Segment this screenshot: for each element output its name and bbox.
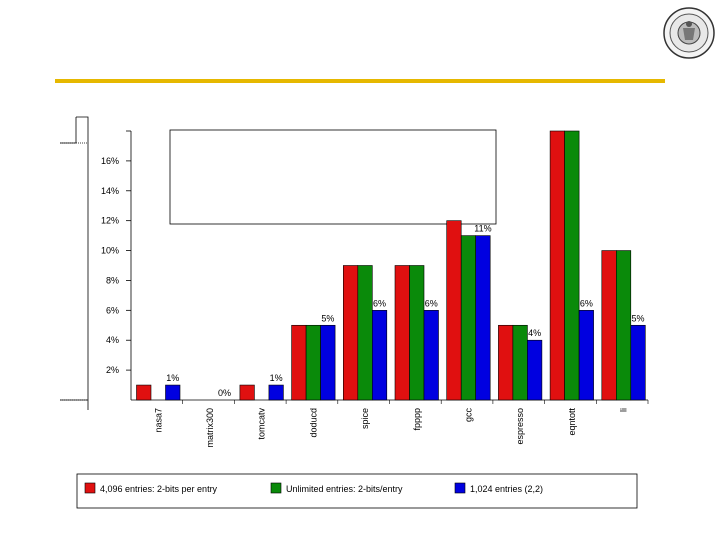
bar-value-label: 5% (632, 313, 645, 323)
bar-nasa7-series-3 (165, 384, 181, 401)
legend: 4,096 entries: 2-bits per entry Unlimited… (84, 482, 543, 494)
bar-doducd-series-2 (305, 324, 321, 401)
y-tick-label: 8% (106, 275, 119, 285)
y-tick-label: 14% (101, 186, 119, 196)
y-tick-label: 16% (101, 156, 119, 166)
bar-fpppp-series-1 (394, 265, 410, 401)
bar-espresso-series-1 (498, 324, 514, 401)
bar-eqntott-series-2 (564, 130, 580, 401)
left-frame (60, 116, 89, 410)
bar-value-label: 6% (373, 298, 386, 308)
bar-value-label: 0% (218, 388, 231, 398)
x-category-label: eqntott (567, 408, 577, 436)
legend-label-series-2: Unlimited entries: 2-bits/entry (286, 484, 403, 494)
bar-li-series-2 (615, 250, 632, 401)
x-category-label: doducd (308, 408, 318, 438)
bar-tomcatv-series-1 (239, 384, 255, 401)
y-tick-label: 6% (106, 305, 119, 315)
bar-fpppp-series-2 (409, 265, 425, 401)
bar-doducd-series-1 (291, 324, 307, 401)
y-tick-label: 2% (106, 365, 119, 375)
bar-eqntott-series-1 (549, 130, 565, 401)
legend-swatch-series-2 (270, 482, 282, 494)
x-category-label: nasa7 (153, 408, 163, 433)
x-category-label: li (619, 408, 629, 412)
university-seal-icon (663, 7, 715, 59)
x-category-label: fpppp (412, 408, 422, 431)
bar-nasa7-series-1 (136, 384, 152, 401)
bar-gcc-series-1 (446, 220, 462, 401)
bar-gcc-series-3 (475, 235, 491, 401)
bar-doducd-series-3 (320, 324, 336, 401)
bar-value-label: 6% (580, 298, 593, 308)
bar-gcc-series-2 (460, 235, 477, 401)
bar-chart: 2% 4% 6% 8% 10% 12% 14% 16% 1% 0% 1% 5% 6% 6% 11% 4% 6%… (101, 130, 649, 448)
x-category-label: espresso (515, 408, 525, 445)
bar-espresso-series-2 (512, 324, 528, 401)
x-category-label: gcc (463, 408, 473, 423)
bar-value-label: 4% (528, 328, 541, 338)
y-tick-label: 10% (101, 246, 119, 256)
bar-value-label: 1% (166, 373, 179, 383)
bar-li-series-1 (601, 250, 617, 401)
bar-value-label: 5% (321, 313, 334, 323)
y-tick-label: 12% (101, 216, 119, 226)
bar-spice-series-1 (342, 265, 359, 401)
bar-value-label: 6% (425, 298, 438, 308)
x-category-label: spice (360, 408, 370, 429)
bar-tomcatv-series-3 (268, 384, 284, 401)
bar-value-label: 11% (474, 224, 491, 234)
legend-label-series-1: 4,096 entries: 2-bits per entry (100, 484, 218, 494)
legend-label-series-3: 1,024 entries (2,2) (470, 484, 543, 494)
bar-fpppp-series-3 (423, 310, 439, 401)
bars (136, 130, 646, 401)
y-tick-label: 4% (106, 335, 119, 345)
bar-eqntott-series-3 (578, 310, 594, 401)
x-category-label: matrix300 (205, 408, 215, 448)
legend-box (76, 473, 638, 509)
x-category-label: tomcatv (257, 408, 267, 440)
category-labels: nasa7 matrix300 tomcatv doducd spice fpppp gcc… (153, 400, 649, 448)
annotation-box (169, 129, 497, 225)
bar-espresso-series-3 (527, 339, 543, 401)
bar-value-label: 1% (270, 373, 283, 383)
bar-spice-series-2 (357, 265, 373, 401)
legend-swatch-series-3 (454, 482, 466, 494)
left-frame-dotted (60, 142, 88, 401)
legend-swatch-series-1 (84, 482, 96, 494)
bar-labels: 1% 0% 1% 5% 6% 6% 11% 4% 6% 5% (166, 224, 644, 398)
bar-li-series-3 (630, 324, 646, 401)
bar-spice-series-3 (371, 310, 388, 401)
